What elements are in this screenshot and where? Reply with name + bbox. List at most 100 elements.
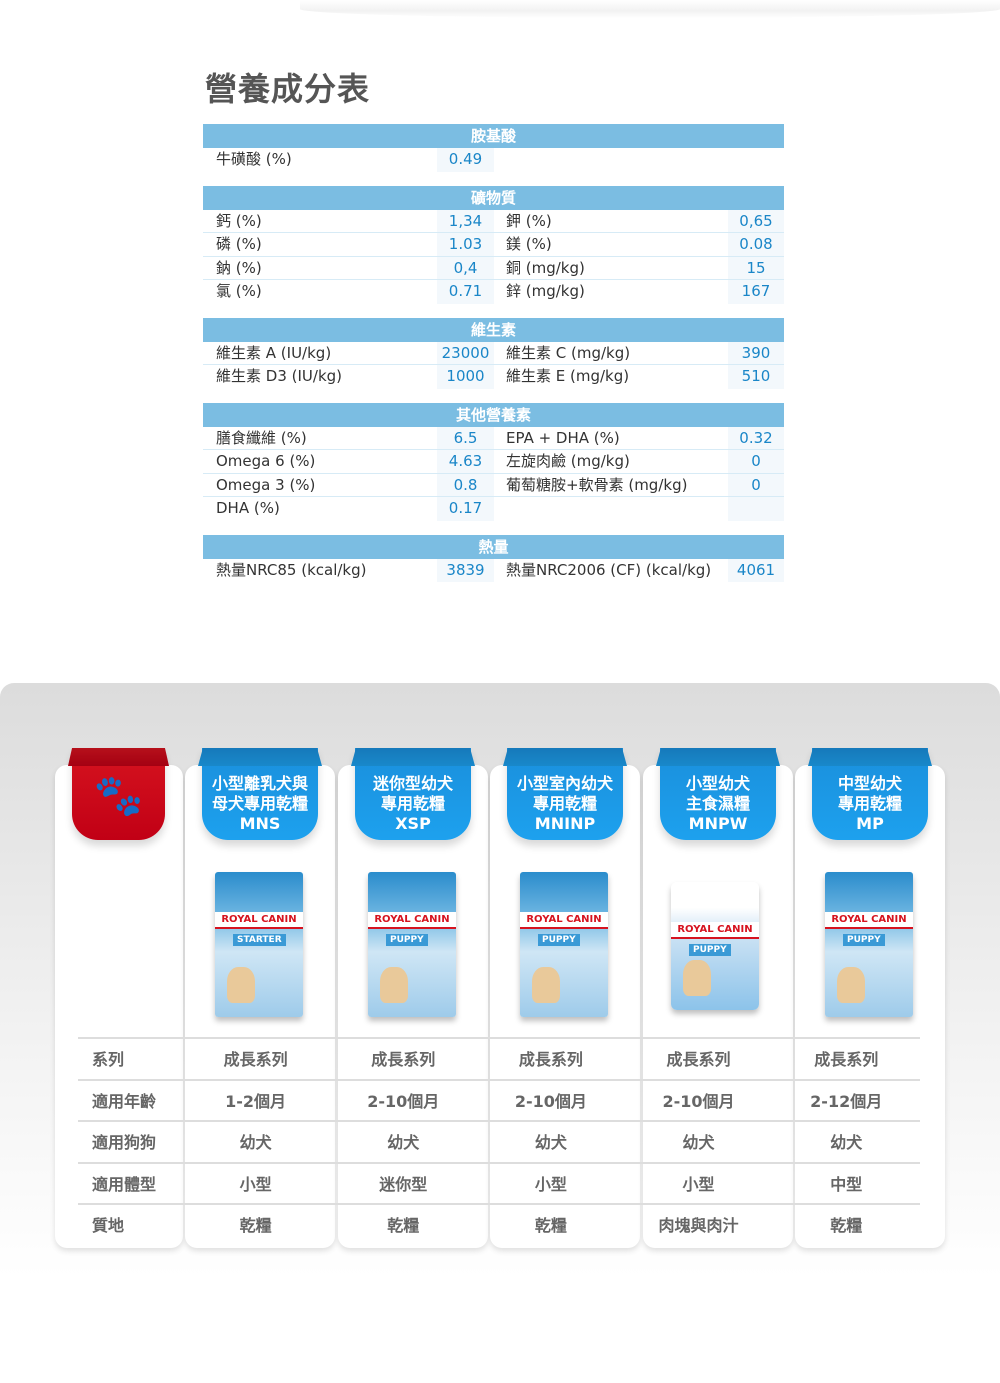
- product-code: MNPW: [688, 814, 748, 833]
- nutrient-row: 維生素 A (IU/kg) 23000 維生素 C (mg/kg) 390: [203, 341, 784, 365]
- comparison-row: 適用年齡 1-2個月 2-10個月 2-10個月 2-10個月 2-12個月: [78, 1078, 920, 1121]
- product-image[interactable]: ROYAL CANIN PUPPY: [825, 872, 913, 1017]
- nutrient-value: 3839: [437, 558, 494, 582]
- nutrient-value: 1000: [437, 365, 494, 389]
- product-name-line: 專用乾糧: [380, 794, 445, 813]
- nutrient-label: Omega 6 (%): [216, 452, 316, 470]
- row-label: 質地: [92, 1216, 125, 1235]
- nutrient-label: 鉀 (%): [506, 211, 552, 230]
- nutrient-value: 0.8: [437, 473, 494, 496]
- product-name-line: 主食濕糧: [685, 794, 750, 813]
- puppy-image: [837, 967, 865, 1003]
- product-ribbon: 迷你型幼犬 專用乾糧 XSP: [355, 748, 471, 840]
- nutrient-label: 鎂 (%): [506, 235, 552, 253]
- nutrient-row: 鈣 (%) 1,34 鉀 (%) 0,65: [203, 209, 784, 233]
- comparison-row: 質地 乾糧 乾糧 乾糧 肉塊與肉汁 乾糧: [78, 1203, 920, 1245]
- row-value: 幼犬: [534, 1133, 567, 1152]
- row-label: 適用年齡: [92, 1091, 157, 1111]
- product-image[interactable]: ROYAL CANIN PUPPY: [671, 882, 759, 1010]
- nutrient-row: 膳食纖維 (%) 6.5 EPA + DHA (%) 0.32: [203, 426, 784, 450]
- nutrient-label: 鈣 (%): [216, 211, 262, 230]
- brand-logo: ROYAL CANIN: [825, 912, 913, 929]
- row-value: 成長系列: [666, 1050, 731, 1069]
- product-name-line: 母犬專用乾糧: [211, 794, 308, 813]
- comparison-row: 系列 成長系列 成長系列 成長系列 成長系列 成長系列: [78, 1037, 920, 1079]
- bag-label: PUPPY: [689, 944, 731, 956]
- product-code: MNS: [239, 814, 281, 833]
- nutrient-value: 4.63: [437, 450, 494, 473]
- label-card: [55, 765, 183, 1248]
- nutrient-row: 磷 (%) 1.03 鎂 (%) 0.08: [203, 233, 784, 257]
- bag-label: PUPPY: [386, 934, 428, 946]
- page-title: 營養成分表: [205, 70, 371, 108]
- product-ribbon: 小型幼犬 主食濕糧 MNPW: [660, 748, 776, 840]
- nutrient-label: 磷 (%): [216, 235, 262, 253]
- row-value: 乾糧: [239, 1216, 272, 1235]
- row-value: 迷你型: [379, 1174, 428, 1194]
- product-image[interactable]: ROYAL CANIN PUPPY: [368, 872, 456, 1017]
- nutrient-row: 氯 (%) 0.71 鋅 (mg/kg) 167: [203, 280, 784, 304]
- product-name-line: 專用乾糧: [532, 794, 597, 813]
- row-value: 2-10個月: [514, 1091, 587, 1111]
- product-name-line: 迷你型幼犬: [372, 774, 453, 793]
- row-value: 中型: [830, 1174, 863, 1194]
- row-label: 適用狗狗: [92, 1133, 157, 1152]
- nutrition-section: 維生素 維生素 A (IU/kg) 23000 維生素 C (mg/kg) 390…: [203, 317, 784, 389]
- product-image[interactable]: ROYAL CANIN PUPPY: [520, 872, 608, 1017]
- row-value: 肉塊與肉汁: [658, 1216, 739, 1235]
- nutrient-label: 鋅 (mg/kg): [506, 282, 585, 300]
- nutrient-value: 23000: [437, 341, 494, 364]
- section-header: 其他營養素: [203, 402, 784, 427]
- product-code: MP: [856, 814, 884, 833]
- nutrient-value: 390: [728, 341, 784, 364]
- nutrient-row: Omega 6 (%) 4.63 左旋肉鹼 (mg/kg) 0: [203, 450, 784, 474]
- nutrient-label: DHA (%): [216, 499, 280, 517]
- comparison-row: 適用狗狗 幼犬 幼犬 幼犬 幼犬 幼犬: [78, 1120, 920, 1162]
- nutrition-section: 礦物質 鈣 (%) 1,34 鉀 (%) 0,65 磷 (%) 1.03 鎂 (%)…: [203, 185, 784, 304]
- row-value: 乾糧: [387, 1216, 420, 1235]
- nutrition-section: 其他營養素 膳食纖維 (%) 6.5 EPA + DHA (%) 0.32 Ome…: [203, 402, 784, 521]
- row-value: 2-10個月: [367, 1091, 440, 1111]
- product-name-line: 小型離乳犬與: [211, 774, 308, 793]
- product-name-line: 專用乾糧: [837, 794, 902, 813]
- row-value: 小型: [682, 1174, 715, 1194]
- comparison-row: 適用體型 小型 迷你型 小型 小型 中型: [78, 1161, 920, 1204]
- nutrient-label: 氯 (%): [216, 282, 262, 300]
- product-ribbon: 中型幼犬 專用乾糧 MP: [812, 748, 928, 840]
- nutrition-section: 熱量 熱量NRC85 (kcal/kg) 3839 熱量NRC2006 (CF) …: [203, 534, 784, 582]
- product-ribbon: 小型離乳犬與 母犬專用乾糧 MNS: [202, 748, 318, 840]
- bag-label: PUPPY: [538, 934, 580, 946]
- product-code: MNINP: [534, 814, 596, 833]
- nutrient-value: 0: [728, 473, 784, 496]
- paw-logo-icon: 🐾: [93, 773, 144, 819]
- nutrient-label: 維生素 C (mg/kg): [506, 343, 631, 362]
- section-header: 礦物質: [203, 185, 784, 210]
- row-value: 2-10個月: [662, 1091, 735, 1111]
- puppy-image: [380, 967, 408, 1003]
- nutrient-row: 熱量NRC85 (kcal/kg) 3839 熱量NRC2006 (CF) (kc…: [203, 558, 784, 582]
- row-label: 系列: [92, 1050, 125, 1069]
- nutrient-row: Omega 3 (%) 0.8 葡萄糖胺+軟骨素 (mg/kg) 0: [203, 473, 784, 497]
- brand-logo: ROYAL CANIN: [671, 922, 759, 939]
- row-value: 小型: [534, 1174, 567, 1194]
- top-shadow: [300, 0, 1000, 18]
- section-header: 胺基酸: [203, 124, 784, 148]
- nutrient-label: 熱量NRC2006 (CF) (kcal/kg): [506, 560, 712, 579]
- row-value: 小型: [239, 1174, 272, 1194]
- nutrient-label: 銅 (mg/kg): [506, 258, 585, 277]
- brand-logo: ROYAL CANIN: [368, 912, 456, 929]
- nutrient-label: 左旋肉鹼 (mg/kg): [506, 452, 630, 470]
- product-name-line: 中型幼犬: [837, 774, 902, 793]
- nutrient-value: 0.08: [728, 233, 784, 256]
- nutrient-label: 牛磺酸 (%): [216, 150, 292, 168]
- nutrient-label: 鈉 (%): [216, 258, 262, 277]
- product-image[interactable]: ROYAL CANIN STARTER: [215, 872, 303, 1017]
- brand-logo: ROYAL CANIN: [520, 912, 608, 929]
- bag-label: PUPPY: [843, 934, 885, 946]
- nutrient-value: 510: [728, 365, 784, 389]
- nutrient-value: 0.32: [728, 426, 784, 449]
- row-value: 2-12個月: [810, 1091, 883, 1111]
- row-value: 幼犬: [830, 1133, 863, 1152]
- row-value: 乾糧: [830, 1216, 863, 1235]
- row-value: 幼犬: [239, 1133, 272, 1152]
